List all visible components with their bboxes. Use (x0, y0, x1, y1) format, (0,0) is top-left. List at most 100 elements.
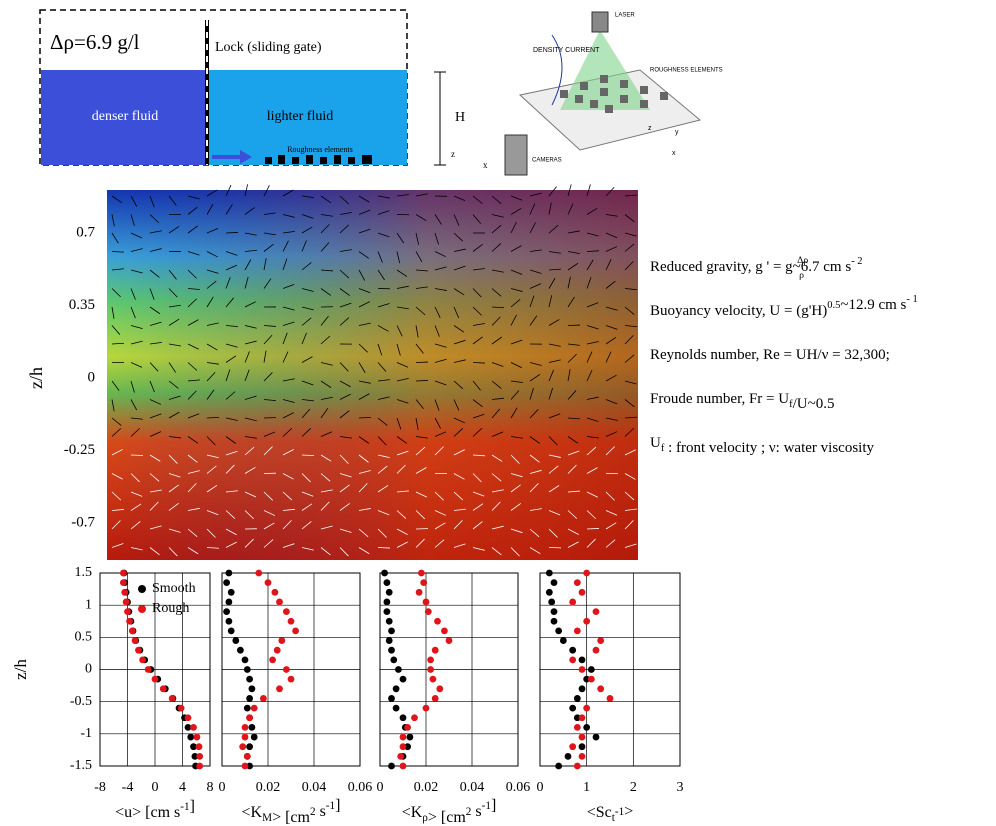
x-tick-label: 0 (152, 780, 159, 795)
x-tick-label: 0.02 (414, 780, 439, 795)
x-tick-label: 0.02 (256, 780, 281, 795)
point (283, 666, 290, 673)
text-part: <Sc (587, 804, 612, 821)
point (226, 618, 233, 625)
text-part: > (624, 803, 633, 820)
point (244, 705, 251, 712)
point (120, 579, 127, 586)
rich-text: <KM> [cm2 s-1] (242, 797, 341, 826)
rich-text: Reduced gravity, g ' = g~6.7 cm s- 2 (650, 256, 863, 275)
point (278, 637, 285, 644)
point (400, 734, 407, 741)
point (124, 608, 131, 615)
text-part: <K (402, 804, 423, 821)
point (196, 763, 203, 770)
superscript: - 2 (851, 256, 862, 267)
point (178, 705, 185, 712)
point (139, 656, 146, 663)
point (393, 685, 400, 692)
point (579, 666, 586, 673)
point (548, 599, 555, 606)
text-part: s (471, 803, 481, 820)
denser-label: denser fluid (92, 109, 158, 124)
point (574, 695, 581, 702)
point (555, 628, 562, 635)
x-tick-label: -4 (122, 780, 134, 795)
point (588, 666, 595, 673)
rich-text: Reynolds number, Re = UH/ν = 32,300; (650, 347, 890, 363)
point (388, 763, 395, 770)
lighter-label: lighter fluid (267, 109, 334, 124)
point (272, 589, 279, 596)
point (404, 724, 411, 731)
setup-axis-x: x (672, 150, 676, 157)
text-part: ~12.9 cm s (840, 297, 906, 313)
legend-label: Rough (152, 601, 189, 616)
point (132, 637, 139, 644)
setup-sketch: DENSITY CURRENT LASER ROUGHNESS ELEMENTS… (505, 12, 723, 175)
point (546, 589, 553, 596)
x-tick-label: 0 (219, 780, 226, 795)
point (560, 637, 567, 644)
point (152, 676, 159, 683)
x-tick-label: 0.06 (348, 780, 373, 795)
point (583, 618, 590, 625)
point (411, 714, 418, 721)
point (223, 579, 230, 586)
point (423, 705, 430, 712)
y-axis-label: z/h (11, 659, 30, 680)
point (569, 647, 576, 654)
point (551, 608, 558, 615)
point (381, 570, 388, 577)
point (574, 628, 581, 635)
figure: Δρ=6.9 g/l Lock (sliding gate) denser fl… (0, 0, 996, 826)
point (588, 676, 595, 683)
point (135, 647, 142, 654)
text-part: ] (335, 797, 340, 814)
point (196, 743, 203, 750)
point (397, 753, 404, 760)
axis-x: x (483, 160, 488, 170)
point (579, 685, 586, 692)
roughness-label: Roughness elements (287, 145, 353, 154)
rich-text: <Kρ> [cm2 s-1] (402, 797, 497, 826)
point (244, 666, 251, 673)
point (274, 647, 281, 654)
point (121, 589, 128, 596)
point (569, 705, 576, 712)
point (384, 579, 391, 586)
point (276, 599, 283, 606)
point (420, 579, 427, 586)
point (400, 714, 407, 721)
point (260, 695, 267, 702)
point (251, 705, 258, 712)
point (434, 618, 441, 625)
point (246, 714, 253, 721)
x-tick-label: 4 (179, 780, 186, 795)
vector (226, 232, 238, 233)
subscript: M (262, 812, 272, 824)
point (583, 724, 590, 731)
rich-text: <Sct-1> (587, 803, 634, 824)
point (597, 637, 604, 644)
text-part: Froude number, Fr = U (650, 391, 789, 407)
point (384, 599, 391, 606)
x-tick-label: 0.06 (506, 780, 531, 795)
piv-tick-label: -0.7 (71, 514, 95, 530)
x-tick-label: 0 (377, 780, 384, 795)
point (390, 656, 397, 663)
vector (473, 363, 485, 364)
point (384, 608, 391, 615)
point (123, 599, 130, 606)
point (430, 676, 437, 683)
x-tick-label: 8 (207, 780, 214, 795)
superscript: -1 (615, 806, 624, 818)
x-tick-label: 1 (583, 780, 590, 795)
y-tick-label: 0 (85, 662, 92, 677)
rich-text: <u> [cm s-1] (115, 798, 195, 821)
point (283, 608, 290, 615)
point (239, 743, 246, 750)
rich-text: Buoyancy velocity, U = (g'H)0.5~12.9 cm … (650, 294, 918, 319)
point (249, 724, 256, 731)
point (129, 628, 136, 635)
